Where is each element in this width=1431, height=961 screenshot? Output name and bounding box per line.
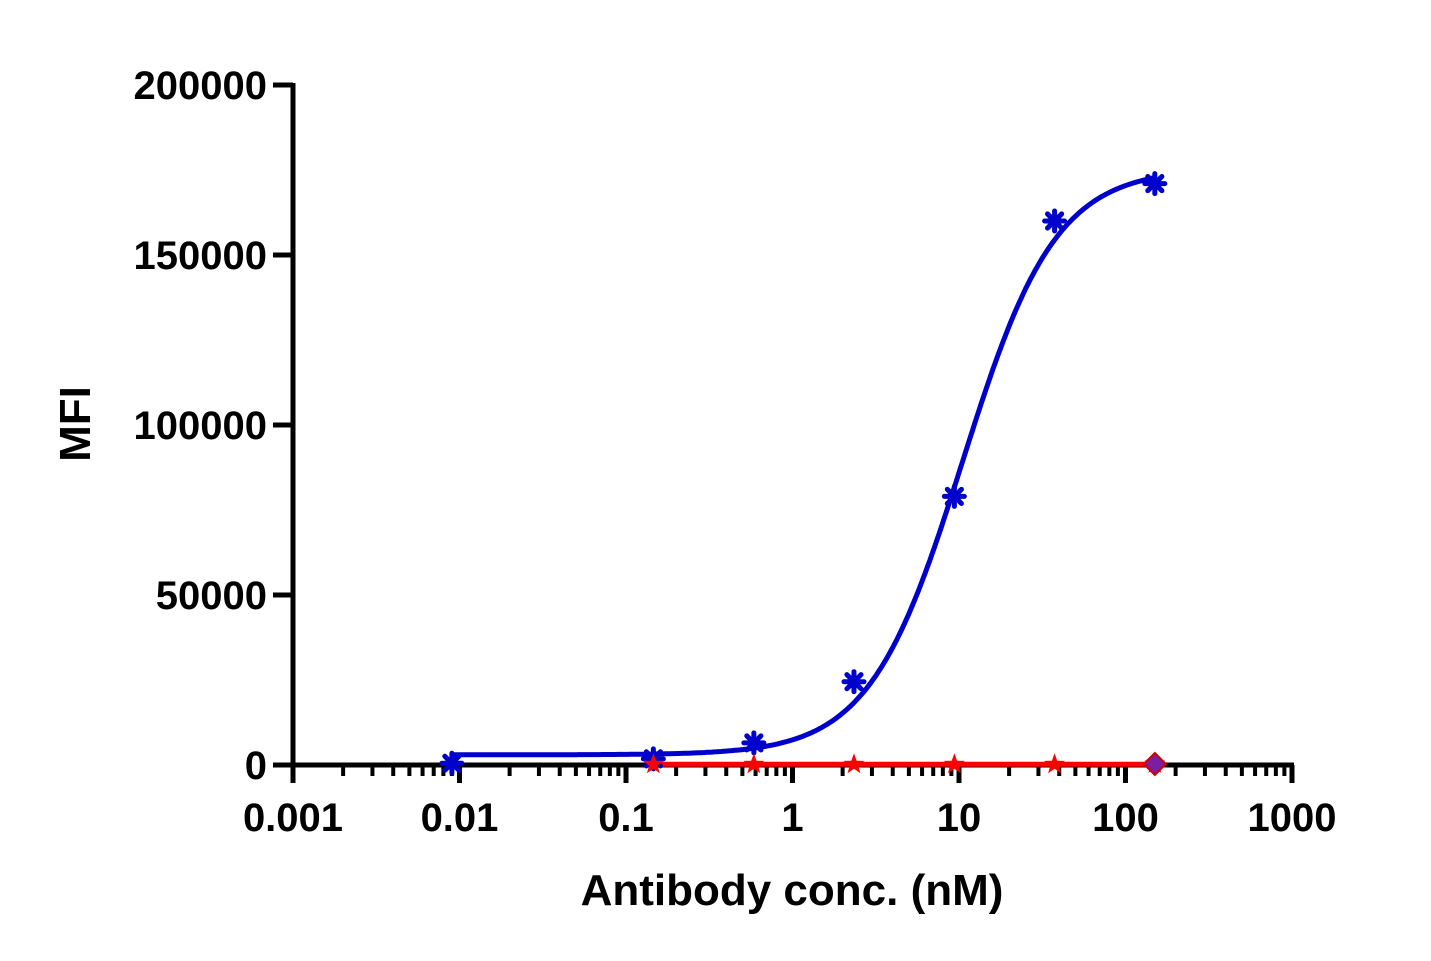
y-axis-title: MFI <box>51 386 100 462</box>
data-point-stroke <box>744 733 764 753</box>
y-tick-label: 50000 <box>156 574 267 618</box>
data-point <box>943 753 965 774</box>
data-point-stroke <box>1045 211 1065 231</box>
data-point-stroke <box>844 672 864 692</box>
x-tick-label: 10 <box>937 796 982 840</box>
fit-curves <box>451 175 1156 767</box>
x-axis-title: Antibody conc. (nM) <box>581 866 1004 915</box>
data-point <box>743 753 765 774</box>
y-tick-label: 150000 <box>134 234 267 278</box>
data-point <box>841 669 867 695</box>
axes: 0 50000 100000 150000 200000 0.001 0.01 0.1 1 10 1… <box>134 64 1337 840</box>
data-point-stroke <box>442 753 462 773</box>
y-tick-label: 200000 <box>134 64 267 108</box>
x-tick-label: 1000 <box>1248 796 1337 840</box>
y-tick-label: 100000 <box>134 404 267 448</box>
y-tick-label: 0 <box>245 744 267 788</box>
x-tick-label: 1 <box>781 796 803 840</box>
x-tick-label: 0.001 <box>243 796 343 840</box>
data-point <box>439 750 465 776</box>
data-point <box>941 483 967 509</box>
data-point <box>1142 171 1168 197</box>
fit-curve-series-1 <box>451 175 1156 758</box>
x-tick-label: 0.01 <box>421 796 499 840</box>
x-tick-label: 0.1 <box>598 796 654 840</box>
data-point <box>1044 753 1065 774</box>
data-point-stroke <box>1145 174 1165 194</box>
data-point <box>642 753 664 774</box>
data-points <box>439 171 1168 777</box>
data-point <box>1042 208 1068 234</box>
data-point <box>1142 751 1168 777</box>
x-tick-label: 100 <box>1092 796 1159 840</box>
data-point <box>741 730 767 756</box>
data-point <box>843 753 865 774</box>
data-point-stroke <box>944 486 964 506</box>
